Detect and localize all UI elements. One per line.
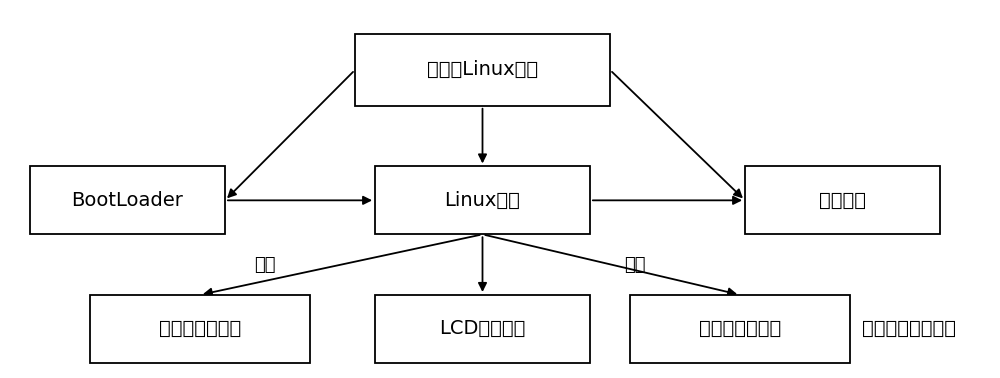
FancyBboxPatch shape <box>355 34 610 106</box>
Text: 启动: 启动 <box>624 256 646 274</box>
Text: BootLoader: BootLoader <box>72 191 183 210</box>
FancyBboxPatch shape <box>630 295 850 363</box>
Text: 文件系统: 文件系统 <box>819 191 866 210</box>
Text: LCD驱动模块: LCD驱动模块 <box>439 319 526 338</box>
FancyBboxPatch shape <box>375 166 590 234</box>
FancyBboxPatch shape <box>90 295 310 363</box>
Text: 触摸屏驱动模块: 触摸屏驱动模块 <box>699 319 781 338</box>
Text: 摄像头驱动模块: 摄像头驱动模块 <box>159 319 241 338</box>
Text: 嵌入式Linux系统: 嵌入式Linux系统 <box>427 60 538 79</box>
Text: 多种设备驱动模块: 多种设备驱动模块 <box>862 319 956 338</box>
FancyBboxPatch shape <box>375 295 590 363</box>
Text: Linux内核: Linux内核 <box>445 191 520 210</box>
FancyBboxPatch shape <box>745 166 940 234</box>
FancyBboxPatch shape <box>30 166 225 234</box>
Text: 引导: 引导 <box>254 256 276 274</box>
